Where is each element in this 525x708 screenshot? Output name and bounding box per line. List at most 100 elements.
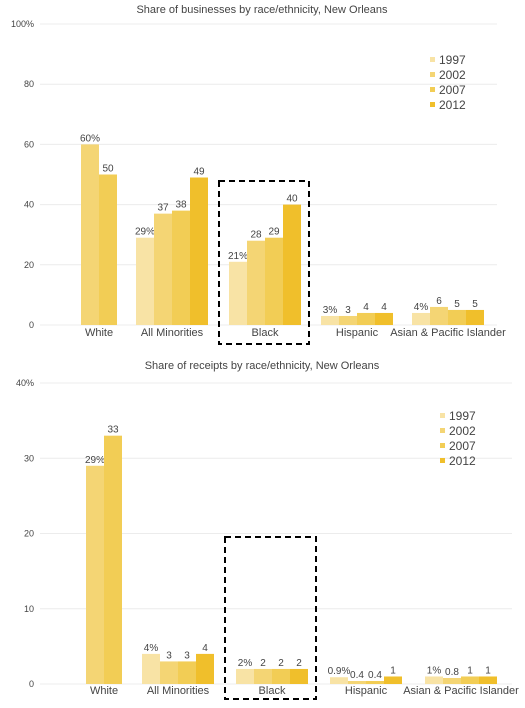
data-label: 21% (228, 251, 248, 262)
legend-entry: 2012 (439, 98, 466, 112)
data-label: 2 (260, 658, 266, 669)
bar-2007-4 (461, 676, 479, 684)
y-tick-label: 20 (24, 260, 34, 270)
y-tick-label: 0 (29, 320, 34, 330)
category-label: All Minorities (141, 327, 204, 339)
bar-2012-1 (196, 653, 214, 684)
bar-2007-0 (104, 435, 122, 684)
data-label: 4% (414, 302, 429, 313)
data-label: 4 (363, 302, 369, 313)
bar-2007-4 (448, 309, 466, 325)
data-label: 40 (286, 194, 298, 205)
data-label: 3 (184, 650, 190, 661)
bar-2012-3 (384, 676, 402, 684)
data-label: 4 (381, 302, 387, 313)
y-tick-label: 30 (24, 453, 34, 463)
data-label: 50 (102, 164, 114, 175)
bar-2012-2 (290, 668, 308, 684)
bar-2012-2 (283, 204, 301, 325)
y-tick-label: 100% (11, 19, 34, 29)
data-label: 33 (107, 425, 119, 436)
bar-2012-4 (466, 309, 484, 325)
bar-2002-4 (430, 306, 448, 325)
bar-2002-0 (86, 465, 104, 684)
data-label: 1 (467, 665, 473, 676)
chart-title: Share of businesses by race/ethnicity, N… (136, 4, 388, 16)
y-tick-label: 80 (24, 79, 34, 89)
bar-1997-4 (425, 676, 443, 684)
data-label: 37 (157, 203, 169, 214)
data-label: 49 (193, 167, 205, 178)
bar-1997-4 (412, 312, 430, 325)
data-label: 3% (323, 305, 338, 316)
bar-1997-3 (321, 315, 339, 325)
data-label: 29% (85, 455, 105, 466)
y-tick-label: 0 (29, 679, 34, 689)
legend-swatch (430, 87, 435, 92)
data-label: 0.4 (350, 670, 364, 681)
data-label: 6 (436, 296, 442, 307)
highlight-box-black (224, 536, 317, 700)
category-label: Black (259, 685, 286, 697)
data-label: 1% (427, 665, 442, 676)
y-tick-label: 10 (24, 604, 34, 614)
bar-2012-4 (479, 676, 497, 684)
bar-2007-1 (178, 661, 196, 684)
bar-2002-2 (247, 240, 265, 325)
data-label: 0.8 (445, 667, 459, 678)
legend-swatch (440, 443, 445, 448)
category-label: White (90, 685, 118, 697)
y-tick-label: 40% (16, 378, 34, 388)
category-label: Black (252, 327, 279, 339)
category-label: Hispanic (345, 685, 388, 697)
bar-1997-2 (229, 261, 247, 325)
data-label: 5 (454, 299, 460, 310)
data-label: 38 (175, 200, 187, 211)
data-label: 4 (202, 643, 208, 654)
bar-2007-0 (99, 174, 117, 325)
data-label: 1 (485, 665, 491, 676)
bar-2002-1 (160, 661, 178, 684)
chart-title: Share of receipts by race/ethnicity, New… (145, 360, 380, 372)
chart-2: Share of receipts by race/ethnicity, New… (16, 360, 519, 700)
legend-entry: 2007 (439, 83, 466, 97)
category-label: All Minorities (147, 685, 210, 697)
bar-2002-2 (254, 668, 272, 684)
legend-swatch (430, 57, 435, 62)
legend-swatch (440, 428, 445, 433)
data-label: 29 (268, 227, 280, 238)
bar-2012-3 (375, 312, 393, 325)
highlight-box-black (218, 180, 310, 345)
legend-swatch (440, 458, 445, 463)
chart-1: Share of businesses by race/ethnicity, N… (11, 4, 506, 345)
legend-entry: 1997 (449, 409, 476, 423)
bar-2002-3 (339, 315, 357, 325)
bar-2007-3 (357, 312, 375, 325)
data-label: 3 (166, 650, 172, 661)
data-label: 2 (278, 658, 284, 669)
bar-2007-2 (265, 237, 283, 325)
bar-1997-1 (136, 237, 154, 325)
bar-2012-1 (190, 177, 208, 325)
bar-1997-3 (330, 677, 348, 684)
category-label: White (85, 327, 113, 339)
bar-2007-2 (272, 668, 290, 684)
legend-entry: 2002 (449, 424, 476, 438)
data-label: 2% (238, 658, 253, 669)
bar-1997-1 (142, 653, 160, 684)
bar-2002-0 (81, 144, 99, 325)
bar-2002-3 (348, 680, 366, 684)
data-label: 2 (296, 658, 302, 669)
bar-2002-4 (443, 677, 461, 684)
legend-entry: 2002 (439, 68, 466, 82)
category-label: Hispanic (336, 327, 379, 339)
data-label: 28 (250, 230, 262, 241)
legend-entry: 1997 (439, 53, 466, 67)
data-label: 3 (345, 305, 351, 316)
bar-1997-2 (236, 668, 254, 684)
y-tick-label: 20 (24, 529, 34, 539)
y-tick-label: 60 (24, 139, 34, 149)
legend-entry: 2012 (449, 454, 476, 468)
bar-2007-3 (366, 680, 384, 684)
